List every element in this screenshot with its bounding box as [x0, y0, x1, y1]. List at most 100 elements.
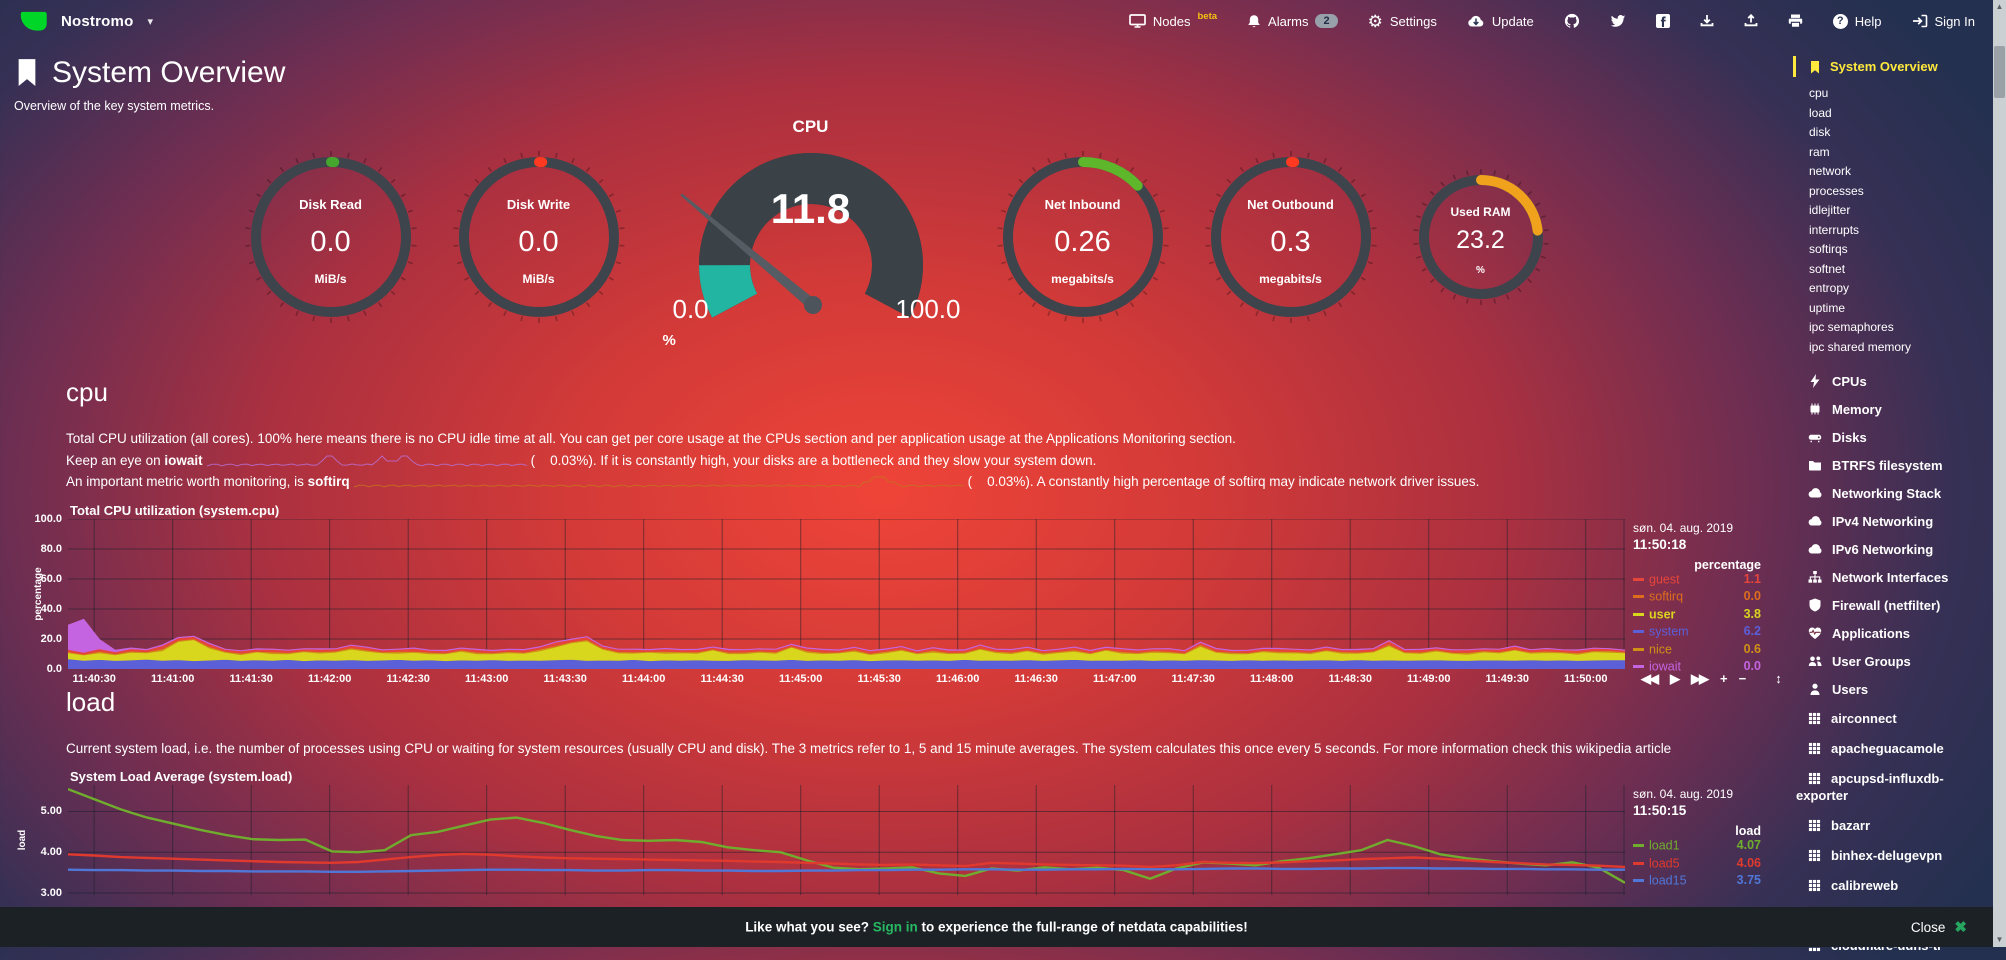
- play-button[interactable]: ▶: [1670, 670, 1680, 686]
- load-chart-plot[interactable]: [68, 785, 1625, 895]
- bookmark-icon: [14, 57, 40, 89]
- sidebar-item-ipc-shared-memory[interactable]: ipc shared memory: [1809, 339, 1912, 354]
- x-axis-tick: 11:50:00: [1564, 672, 1608, 685]
- legend-item-load5[interactable]: load5 4.06: [1633, 856, 1761, 874]
- sidebar-item-interrupts[interactable]: interrupts: [1809, 222, 1860, 237]
- sidebar-item-softnet[interactable]: softnet: [1809, 261, 1846, 276]
- legend-item-guest[interactable]: guest 1.1: [1633, 572, 1761, 590]
- grid-icon: [1808, 712, 1821, 724]
- cpu-chart-plot[interactable]: [68, 518, 1625, 669]
- gauge-used-ram[interactable]: Used RAM 23.2%: [1411, 167, 1551, 307]
- node-selector[interactable]: Nostromo ▾: [18, 8, 153, 35]
- sidebar-item-softirqs[interactable]: softirqs: [1809, 242, 1848, 256]
- nodes-button[interactable]: Nodes beta: [1129, 11, 1217, 29]
- settings-button[interactable]: ⚙ Settings: [1368, 13, 1437, 30]
- sidebar-section-users[interactable]: Users: [1793, 675, 1993, 703]
- sidebar-section-memory[interactable]: Memory: [1793, 395, 1993, 423]
- sidebar-section-cpus[interactable]: CPUs: [1793, 367, 1993, 395]
- legend-name: iowait: [1649, 659, 1681, 674]
- legend-swatch: [1633, 844, 1644, 848]
- legend-item-system[interactable]: system 6.2: [1633, 624, 1761, 642]
- sidebar-item-ipc-semaphores[interactable]: ipc semaphores: [1809, 320, 1894, 334]
- legend-name: user: [1649, 607, 1676, 622]
- sidebar-item-disk[interactable]: disk: [1809, 125, 1831, 139]
- legend-swatch: [1633, 577, 1644, 581]
- gauge-label: Used RAM: [1450, 204, 1511, 219]
- y-axis-tick: 20.0: [40, 632, 62, 645]
- load-chart: System Load Average (system.load) 3.00 4.…: [0, 769, 1793, 899]
- facebook-icon: [1655, 14, 1670, 28]
- github-button[interactable]: [1564, 13, 1580, 29]
- print-button[interactable]: [1788, 14, 1803, 28]
- x-axis-tick: 11:47:00: [1093, 672, 1137, 685]
- close-button[interactable]: Close ✖: [1911, 918, 1967, 936]
- sidebar-app-apcupsd-influxdb-exporter[interactable]: apcupsd-influxdb-exporter: [1796, 770, 1944, 803]
- gauge-unit: megabits/s: [1259, 272, 1322, 287]
- signin-button[interactable]: Sign In: [1912, 14, 1975, 29]
- x-axis-tick: 11:45:00: [778, 672, 823, 685]
- node-name: Nostromo: [61, 12, 134, 30]
- sidebar-item-processes[interactable]: processes: [1809, 183, 1864, 198]
- sidebar-section-network-interfaces[interactable]: Network Interfaces: [1793, 563, 1993, 591]
- scrollbar-thumb[interactable]: [1994, 46, 2005, 98]
- sidebar-section-firewall-netfilter-[interactable]: Firewall (netfilter): [1793, 591, 1993, 619]
- sidebar-section-disks[interactable]: Disks: [1793, 423, 1993, 451]
- resize-handle[interactable]: ↕: [1775, 671, 1782, 686]
- y-axis-label: percentage: [33, 566, 45, 621]
- alarms-button[interactable]: Alarms 2: [1247, 14, 1338, 29]
- sidebar-app-calibreweb[interactable]: calibreweb: [1793, 870, 1993, 900]
- sidebar-app-apacheguacamole[interactable]: apacheguacamole: [1793, 733, 1993, 763]
- legend-item-iowait[interactable]: iowait 0.0: [1633, 659, 1761, 677]
- navbar-actions: Nodes beta Alarms 2 ⚙ Settings Update: [1129, 11, 1975, 30]
- legend-name: load5: [1649, 856, 1680, 871]
- gauge-net-inbound[interactable]: Net Inbound 0.26 megabits/s: [995, 149, 1171, 325]
- download-button[interactable]: [1700, 14, 1714, 28]
- shield-icon: [1809, 598, 1821, 612]
- sidebar-item-cpu[interactable]: cpu: [1809, 86, 1829, 100]
- update-button[interactable]: Update: [1467, 14, 1534, 29]
- facebook-button[interactable]: [1655, 14, 1670, 28]
- fast-forward-button[interactable]: ▶▶: [1691, 670, 1709, 686]
- sidebar-item-system-overview[interactable]: System Overview: [1793, 56, 1993, 77]
- sidebar-item-ram[interactable]: ram: [1809, 144, 1830, 159]
- sidebar-section-ipv6-networking[interactable]: IPv6 Networking: [1793, 535, 1993, 563]
- sidebar-section-applications[interactable]: Applications: [1793, 619, 1993, 647]
- sidebar-item-load[interactable]: load: [1809, 105, 1832, 120]
- vertical-scrollbar[interactable]: ▲ ▼: [1993, 0, 2006, 947]
- help-button[interactable]: ? Help: [1832, 13, 1882, 29]
- sidebar-item-network[interactable]: network: [1809, 164, 1852, 178]
- rewind-button[interactable]: ◀◀: [1641, 670, 1659, 686]
- signin-banner-message: Like what you see? Sign in to experience…: [745, 919, 1248, 935]
- gauge-disk-write[interactable]: Disk Write 0.0 MiB/s: [451, 149, 627, 325]
- close-label: Close: [1910, 919, 1946, 935]
- sidebar-app-binhex-delugevpn[interactable]: binhex-delugevpn: [1793, 840, 1993, 870]
- twitter-button[interactable]: [1610, 14, 1626, 28]
- sidebar-item-uptime[interactable]: uptime: [1809, 300, 1846, 315]
- zoom-in-button[interactable]: +: [1720, 671, 1727, 686]
- sidebar-item-idlejitter[interactable]: idlejitter: [1809, 203, 1851, 217]
- gauge-disk-read[interactable]: Disk Read 0.0 MiB/s: [243, 149, 419, 325]
- page-header: System Overview Overview of the key syst…: [0, 42, 1793, 113]
- gauge-net-outbound[interactable]: Net Outbound 0.3 megabits/s: [1203, 149, 1379, 325]
- gauge-cpu[interactable]: CPU 11.8 0.0 100.0%: [659, 115, 963, 359]
- upload-button[interactable]: [1744, 14, 1758, 28]
- sidebar-section-ipv4-networking[interactable]: IPv4 Networking: [1793, 507, 1993, 535]
- sidebar-section-networking-stack[interactable]: Networking Stack: [1793, 479, 1993, 507]
- sidebar-item-entropy[interactable]: entropy: [1809, 281, 1850, 295]
- load-chart-legend: søn. 04. aug. 2019 11:50:15 load load1 4.07 l…: [1633, 787, 1823, 891]
- sidebar-app-airconnect[interactable]: airconnect: [1793, 703, 1993, 733]
- legend-item-softirq[interactable]: softirq 0.0: [1633, 589, 1761, 607]
- legend-item-load1[interactable]: load1 4.07: [1633, 838, 1761, 856]
- legend-item-load15[interactable]: load15 3.75: [1633, 873, 1761, 891]
- folder-icon: [1809, 461, 1821, 471]
- y-axis-tick: 0.0: [46, 662, 62, 675]
- scrollbar-up-arrow[interactable]: ▲: [1995, 2, 2004, 11]
- banner-signin-link[interactable]: Sign in: [872, 919, 918, 935]
- sidebar-section-btrfs-filesystem[interactable]: BTRFS filesystem: [1793, 451, 1993, 479]
- sidebar-app-bazarr[interactable]: bazarr: [1793, 810, 1993, 840]
- legend-item-nice[interactable]: nice 0.6: [1633, 642, 1761, 660]
- zoom-out-button[interactable]: −: [1738, 671, 1746, 686]
- legend-item-user[interactable]: user 3.8: [1633, 607, 1761, 625]
- sidebar-section-user-groups[interactable]: User Groups: [1793, 647, 1993, 675]
- scrollbar-down-arrow[interactable]: ▼: [1995, 935, 2004, 944]
